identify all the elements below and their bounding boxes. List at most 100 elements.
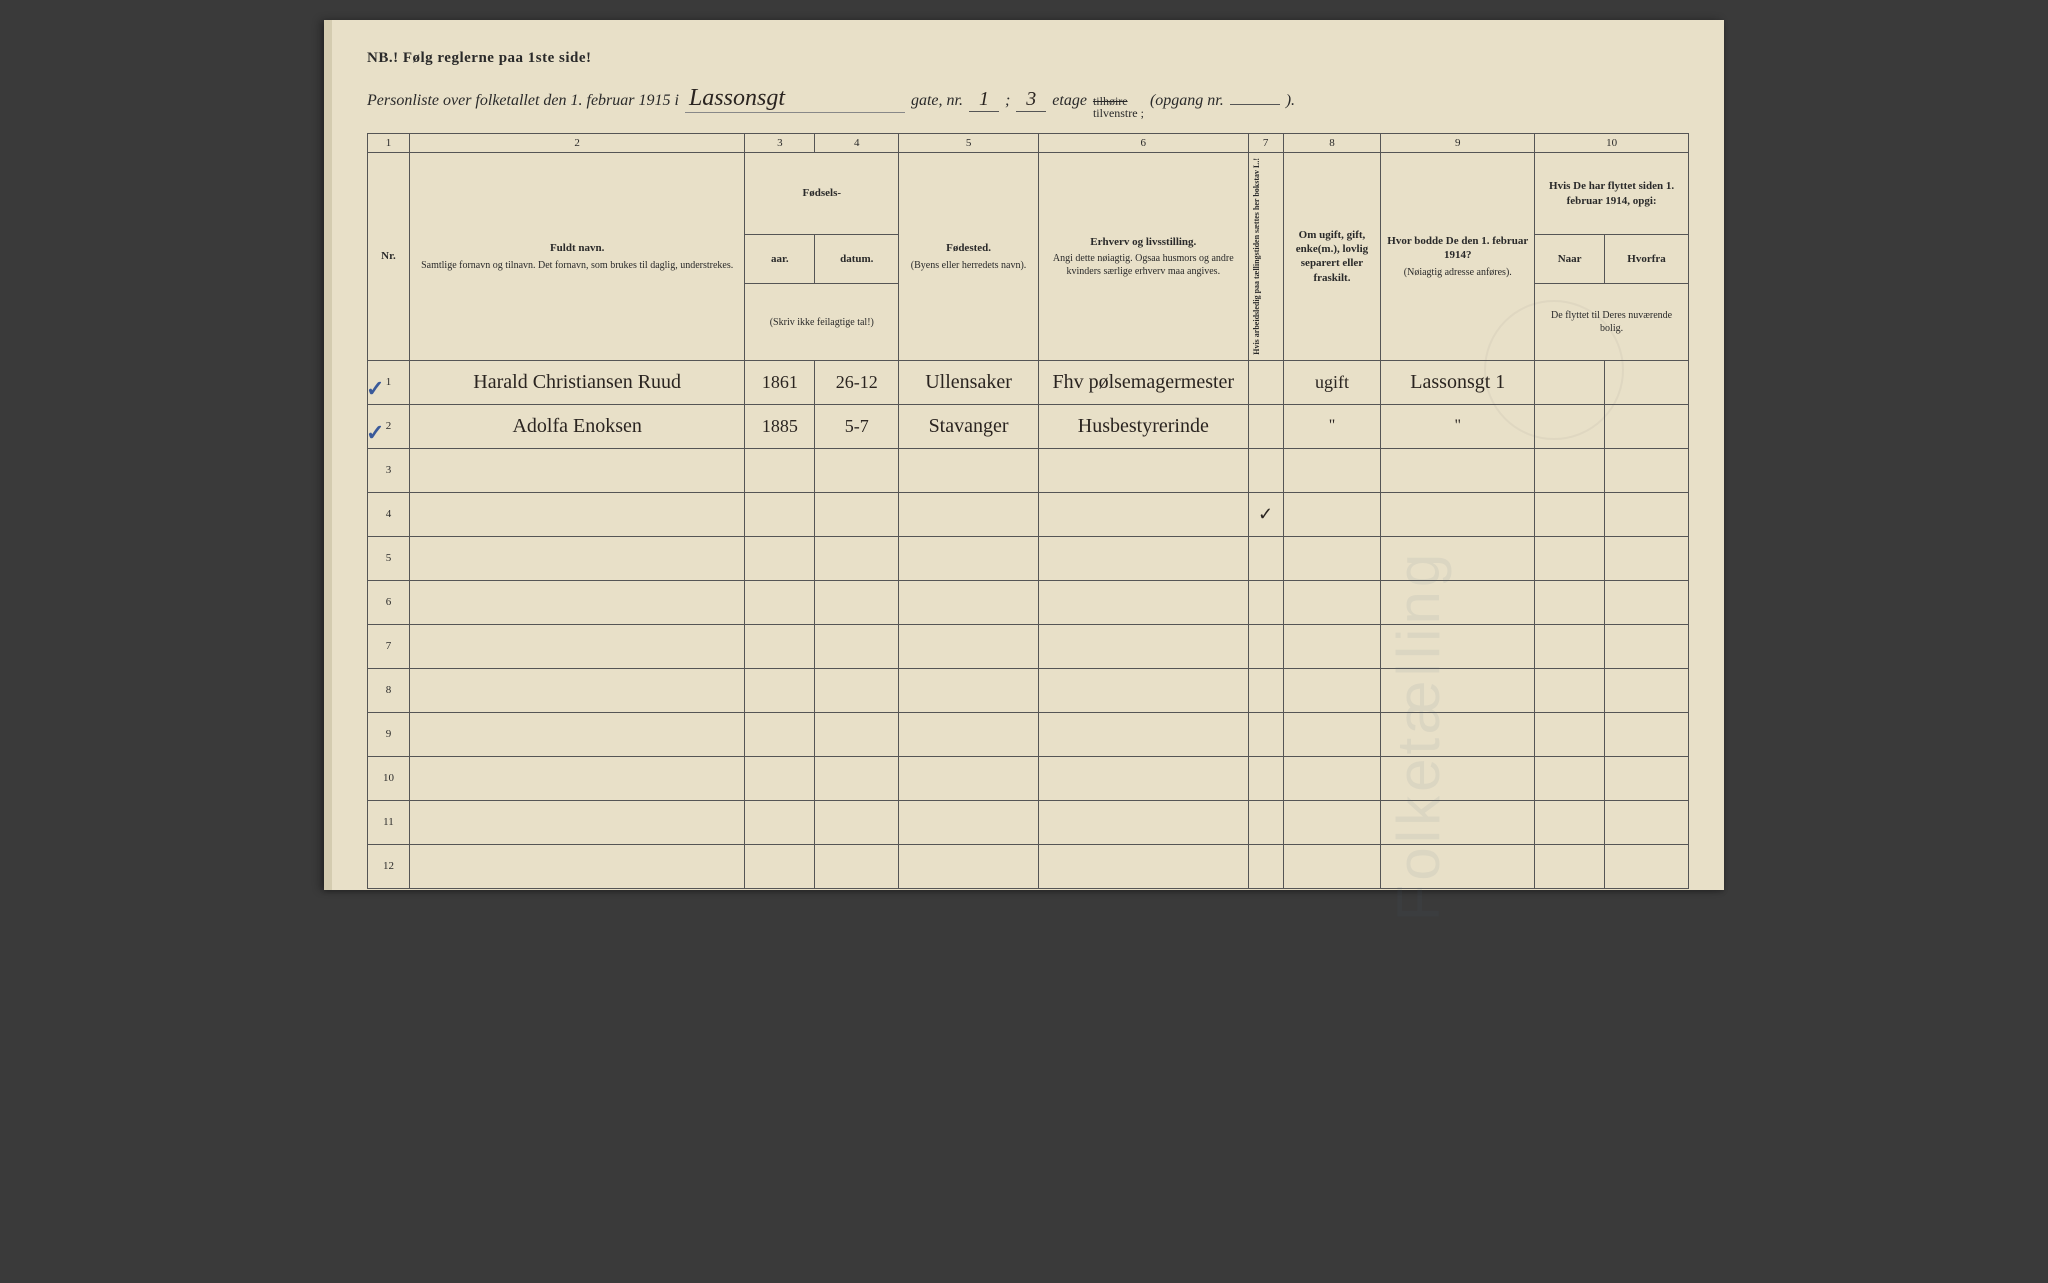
cell [1248, 624, 1283, 668]
colnum-5: 5 [899, 134, 1039, 153]
tilvenstre: tilvenstre ; [1093, 107, 1144, 119]
opgang-nr [1230, 104, 1280, 105]
cell [815, 624, 899, 668]
row-addr1914: " [1381, 404, 1535, 448]
cell [1248, 448, 1283, 492]
cell [745, 448, 815, 492]
table-row-empty: 3 [368, 448, 1689, 492]
cell [815, 844, 899, 888]
cell [1038, 448, 1248, 492]
colnum-3: 3 [745, 134, 815, 153]
row-date: 5-7 [815, 404, 899, 448]
title-prefix: Personliste over folketallet den 1. febr… [367, 92, 679, 110]
gate-nr: 1 [969, 88, 999, 112]
cell [815, 756, 899, 800]
hdr-col7-text: Hvis arbeidsledig paa tællingstiden sætt… [1253, 156, 1262, 357]
hdr-col7: Hvis arbeidsledig paa tællingstiden sætt… [1248, 153, 1283, 361]
cell [1605, 536, 1689, 580]
cell [815, 668, 899, 712]
cell [1038, 536, 1248, 580]
cell [745, 756, 815, 800]
cell [1283, 844, 1381, 888]
cell [745, 580, 815, 624]
cell [409, 800, 745, 844]
cell [899, 756, 1039, 800]
cell [1283, 580, 1381, 624]
colnum-7: 7 [1248, 134, 1283, 153]
table-row-empty: 6 [368, 580, 1689, 624]
table-row-empty: 4✓ [368, 492, 1689, 536]
row-nr: 8 [368, 668, 410, 712]
cell [899, 536, 1039, 580]
cell [1248, 668, 1283, 712]
row-naar [1535, 404, 1605, 448]
cell [899, 580, 1039, 624]
table-row: 1Harald Christiansen Ruud186126-12Ullens… [368, 360, 1689, 404]
row-hvorfra [1605, 404, 1689, 448]
cell [1283, 668, 1381, 712]
semi: ; [1005, 92, 1010, 110]
hdr-erhverv: Erhverv og livsstilling. Angi dette nøia… [1038, 153, 1248, 361]
row-nr: 6 [368, 580, 410, 624]
row-nr: 1 [368, 360, 410, 404]
cell [1381, 712, 1535, 756]
column-number-row: 1 2 3 4 5 6 7 8 9 10 [368, 134, 1689, 153]
cell [1283, 756, 1381, 800]
title-line: Personliste over folketallet den 1. febr… [367, 85, 1689, 119]
cell [745, 536, 815, 580]
hdr-datum: datum. [815, 235, 899, 284]
cell [1381, 624, 1535, 668]
cell [1381, 668, 1535, 712]
hdr-col9-main: Hvor bodde De den 1. februar 1914? [1387, 235, 1528, 261]
row-nr: 7 [368, 624, 410, 668]
cell [1535, 492, 1605, 536]
cell [409, 668, 745, 712]
cell [1381, 492, 1535, 536]
table-row-empty: 9 [368, 712, 1689, 756]
cell [1248, 800, 1283, 844]
hdr-fodested-sub: (Byens eller herredets navn). [903, 259, 1034, 272]
cell [1605, 712, 1689, 756]
cell [409, 844, 745, 888]
cell [899, 844, 1039, 888]
row-nr: 12 [368, 844, 410, 888]
header-row-1: Nr. Fuldt navn. Samtlige fornavn og tiln… [368, 153, 1689, 235]
cell [1605, 448, 1689, 492]
cell [899, 624, 1039, 668]
row-year: 1861 [745, 360, 815, 404]
row-nr: 2 [368, 404, 410, 448]
cell [1248, 844, 1283, 888]
cell: ✓ [1248, 492, 1283, 536]
cell [409, 580, 745, 624]
row-nr: 10 [368, 756, 410, 800]
cell [815, 800, 899, 844]
cell [1038, 624, 1248, 668]
hdr-aar: aar. [745, 235, 815, 284]
cell [1381, 536, 1535, 580]
hdr-erhverv-main: Erhverv og livsstilling. [1090, 236, 1196, 248]
table-row-empty: 11 [368, 800, 1689, 844]
cell [1248, 756, 1283, 800]
cell [899, 492, 1039, 536]
cell [1381, 580, 1535, 624]
cell [409, 712, 745, 756]
table-row-empty: 5 [368, 536, 1689, 580]
cell [1283, 448, 1381, 492]
census-table: 1 2 3 4 5 6 7 8 9 10 Nr. Fuldt navn. Sam… [367, 133, 1689, 889]
hdr-col8: Om ugift, gift, enke(m.), lovlig separer… [1283, 153, 1381, 361]
colnum-1: 1 [368, 134, 410, 153]
gate-label: gate, nr. [911, 92, 963, 110]
cell [1038, 712, 1248, 756]
hdr-aar-sub: (Skriv ikke feilagtige tal!) [745, 284, 899, 360]
etage-label: etage [1052, 92, 1087, 110]
cell [899, 448, 1039, 492]
cell [1283, 712, 1381, 756]
row-marital: ugift [1283, 360, 1381, 404]
cell [409, 756, 745, 800]
cell [409, 536, 745, 580]
hdr-name-sub: Samtlige fornavn og tilnavn. Det fornavn… [414, 259, 741, 272]
table-row-empty: 10 [368, 756, 1689, 800]
opgang-end: ). [1286, 92, 1295, 110]
colnum-8: 8 [1283, 134, 1381, 153]
cell [1381, 800, 1535, 844]
